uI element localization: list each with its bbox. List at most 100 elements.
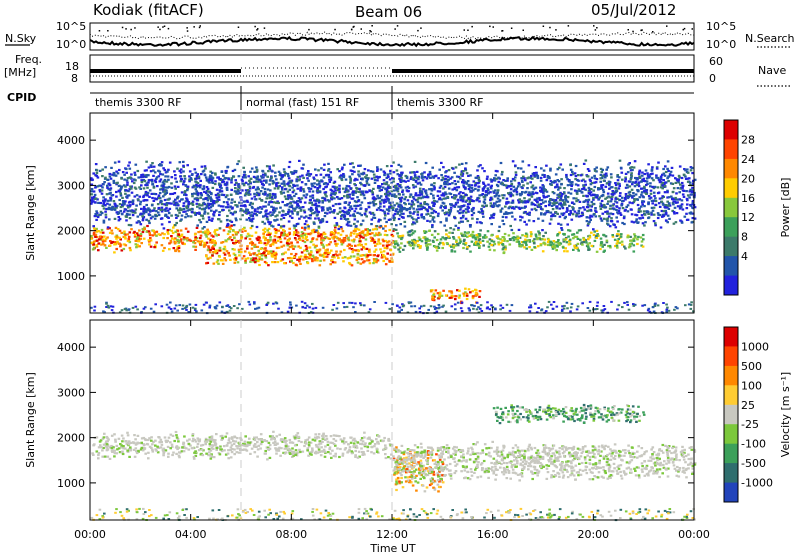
data-cell (587, 186, 591, 189)
data-cell (250, 224, 254, 228)
data-cell (372, 216, 375, 219)
data-cell (394, 210, 398, 213)
data-cell (332, 254, 335, 257)
data-cell (616, 211, 619, 214)
data-cell (198, 186, 202, 189)
data-cell (457, 186, 461, 189)
data-cell (312, 228, 316, 231)
data-cell (527, 239, 530, 242)
data-cell (387, 240, 391, 243)
data-cell (633, 199, 636, 202)
data-cell (571, 181, 574, 184)
data-cell (377, 240, 380, 243)
data-cell (254, 176, 257, 179)
data-cell (254, 259, 257, 263)
nave-label: Nave (758, 64, 786, 77)
data-cell (393, 195, 396, 198)
data-cell (551, 213, 555, 216)
data-cell (238, 201, 241, 204)
data-cell (631, 196, 634, 199)
data-cell (176, 185, 180, 188)
data-cell (121, 200, 125, 203)
data-cell (368, 232, 372, 236)
data-cell (647, 201, 650, 204)
data-cell (373, 250, 376, 253)
data-cell (266, 239, 270, 242)
data-cell (458, 163, 461, 166)
data-cell (224, 171, 228, 174)
data-cell (590, 215, 594, 218)
data-cell (576, 237, 580, 240)
data-cell (661, 173, 664, 176)
data-cell (177, 246, 181, 250)
data-cell (600, 195, 603, 198)
data-cell (631, 183, 634, 186)
data-cell (568, 204, 571, 207)
data-cell (416, 240, 419, 243)
data-cell (624, 180, 627, 183)
data-cell (104, 216, 108, 219)
data-cell (630, 188, 634, 191)
data-cell (191, 195, 194, 198)
data-cell (535, 199, 538, 202)
data-cell (304, 253, 307, 256)
data-cell (599, 241, 603, 245)
data-cell (117, 242, 121, 245)
data-cell (251, 214, 255, 217)
data-cell (322, 256, 326, 259)
data-cell (227, 198, 230, 201)
data-cell (121, 171, 125, 174)
data-cell (555, 183, 559, 186)
data-cell (235, 192, 238, 195)
data-cell (231, 248, 235, 251)
data-cell (279, 226, 283, 229)
data-cell (511, 160, 515, 163)
data-cell (212, 262, 216, 265)
data-cell (489, 185, 493, 189)
data-cell (501, 170, 504, 174)
data-cell (619, 212, 622, 215)
data-cell (296, 211, 300, 214)
data-cell (294, 170, 298, 173)
data-cell (502, 251, 506, 254)
data-cell (632, 194, 636, 197)
data-cell (355, 190, 358, 193)
data-cell (373, 176, 376, 179)
data-cell (127, 190, 130, 193)
data-cell (195, 185, 199, 188)
data-cell (350, 244, 353, 248)
data-cell (308, 255, 312, 259)
data-cell (535, 171, 538, 174)
data-cell (602, 188, 605, 192)
data-cell (356, 211, 359, 214)
data-cell (624, 208, 627, 211)
data-cell (497, 229, 501, 233)
data-cell (346, 218, 350, 221)
data-cell (617, 238, 620, 241)
data-cell (362, 230, 365, 233)
data-cell (370, 223, 373, 226)
data-cell (358, 240, 362, 243)
data-cell (303, 209, 306, 212)
data-cell (534, 166, 537, 169)
data-cell (218, 178, 221, 181)
data-cell (348, 175, 352, 178)
data-cell (666, 196, 669, 199)
data-cell (430, 187, 433, 191)
data-cell (589, 218, 592, 221)
data-cell (299, 201, 302, 204)
data-cell (664, 204, 668, 207)
data-cell (335, 222, 339, 225)
data-cell (405, 176, 409, 179)
data-cell (446, 183, 450, 186)
data-cell (674, 181, 678, 184)
data-cell (226, 218, 229, 222)
data-cell (263, 242, 267, 245)
data-cell (470, 214, 474, 217)
nsky-dot (501, 30, 503, 32)
data-cell (245, 199, 249, 202)
data-cell (376, 259, 380, 262)
data-cell (667, 196, 671, 199)
data-cell (169, 239, 173, 242)
data-cell (330, 231, 333, 234)
